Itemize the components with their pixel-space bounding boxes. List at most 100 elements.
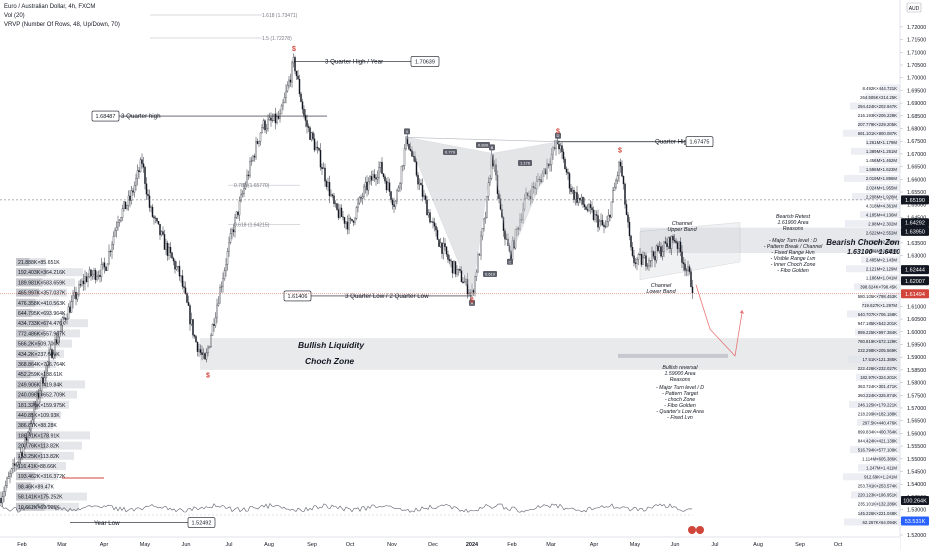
candle-body [640, 254, 643, 265]
candle [480, 230, 482, 260]
candle [381, 157, 383, 175]
candle-body [324, 167, 326, 182]
candle [561, 142, 563, 159]
candle-body [690, 271, 692, 288]
volume-profile-label: 2.024M×1.955M [866, 185, 898, 190]
candle [97, 270, 100, 280]
chart-control-icon[interactable] [688, 526, 696, 534]
volume-profile-label: 145.226K×221.048K [858, 511, 897, 516]
candle-body [654, 256, 656, 261]
candle-body [79, 284, 82, 286]
candle-body [561, 145, 563, 153]
candle [271, 113, 274, 123]
candle-body [667, 237, 670, 247]
candle-body [69, 306, 71, 313]
candle [216, 298, 218, 324]
indicator-vrvp[interactable]: VRVP (Number Of Rows, 48, Up/Down, 70) [4, 22, 120, 28]
candle [355, 205, 358, 221]
price-label-text: 1.65190 [905, 198, 925, 204]
candle [334, 200, 337, 208]
volume-profile-label: 2.019M×1.896M [866, 176, 898, 181]
candle-body [253, 155, 256, 158]
candle-body [456, 269, 458, 275]
left-profile-bar-up [16, 360, 34, 368]
harmonic-point-label: D [557, 133, 560, 138]
candle-body [123, 201, 125, 209]
candle [528, 190, 530, 200]
harmonic-point-D: D [555, 132, 561, 139]
candle [124, 201, 127, 210]
candle [100, 257, 103, 282]
candle [82, 273, 85, 291]
y-tick-label: 1.66500 [907, 165, 926, 171]
candle-body [262, 120, 265, 128]
candle [27, 431, 29, 444]
candle [69, 300, 71, 314]
fib-0618-label: 0.618 (1.64215) [234, 223, 270, 229]
chart-control-icon-2[interactable] [696, 526, 704, 534]
candle [606, 215, 608, 228]
volume-profile-label: 2.121M×2.129M [866, 267, 898, 272]
candle-body [682, 262, 685, 265]
candle [340, 204, 343, 217]
candle-body [10, 468, 13, 474]
candle [522, 202, 524, 224]
volume-profile-bar [860, 211, 900, 219]
candle [72, 289, 74, 309]
candle [52, 349, 55, 360]
candle [385, 178, 388, 193]
candle [49, 344, 52, 356]
candle [94, 268, 97, 284]
candle-body [24, 437, 26, 447]
candle [346, 215, 349, 235]
candle [171, 251, 173, 259]
candle [270, 112, 272, 127]
candle-body [172, 258, 175, 262]
left-profile-bar [16, 370, 48, 379]
fib-0786-label: 0.786 (1.65770) [234, 183, 270, 189]
candle [544, 168, 547, 175]
harmonic-ratio-bg [443, 149, 457, 155]
candle-body [684, 263, 686, 271]
candle-body [580, 196, 583, 201]
left-profile-bar-up [16, 492, 48, 501]
harmonic-point-bg [489, 144, 495, 151]
price-label-badge [901, 495, 929, 505]
candle [565, 166, 568, 176]
volume-profile-bar [864, 391, 900, 399]
candle [670, 235, 673, 256]
candle-body [367, 181, 370, 191]
volume-profile-bar [848, 355, 900, 363]
candle [367, 177, 370, 195]
candle [532, 181, 535, 194]
candle [211, 323, 214, 337]
candle [363, 184, 365, 200]
candle [13, 457, 16, 472]
candle-body [309, 127, 311, 140]
price-label-badge [901, 218, 929, 228]
harmonic-point-A: A [469, 299, 475, 306]
candle [364, 176, 367, 194]
candle-body [78, 284, 80, 295]
candle [580, 193, 583, 206]
candle-body [226, 251, 229, 265]
candle [45, 364, 47, 381]
candle [426, 195, 428, 216]
candle-body [543, 168, 545, 174]
volume-profile-label: 363.724K×301.471K [858, 384, 897, 389]
candle [477, 252, 479, 273]
candle-body [292, 57, 295, 64]
candle-body [327, 182, 329, 187]
indicator-volume[interactable]: Vol (20) [4, 13, 25, 19]
candle-body [652, 251, 655, 257]
candle-body [373, 174, 376, 178]
left-profile-bar [16, 329, 80, 338]
candle-body [91, 274, 94, 277]
candle-body [1, 496, 4, 504]
volume-profile-bar [859, 165, 900, 173]
candle-body [97, 275, 100, 277]
y-tick-label: 1.67500 [907, 139, 926, 145]
candle [327, 177, 329, 192]
candle-body [105, 266, 107, 271]
